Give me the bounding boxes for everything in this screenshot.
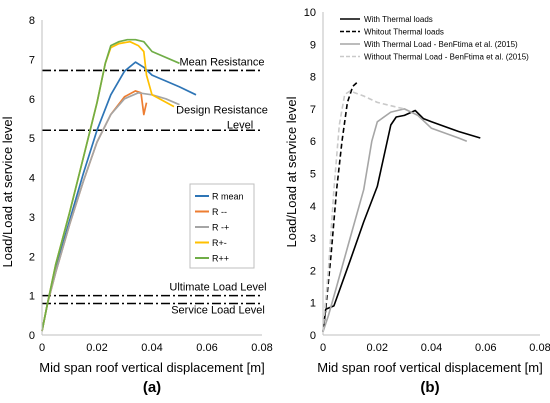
y-tick-label: 2: [29, 251, 35, 263]
y-tick-label: 5: [310, 169, 316, 181]
y-tick-label: 8: [310, 72, 316, 84]
y-tick-label: 0: [310, 330, 316, 342]
y-tick-label: 6: [310, 136, 316, 148]
series-line: [41, 40, 175, 332]
y-tick-label: 4: [29, 173, 35, 185]
legend: With Thermal loads Whitout Thermal loads W…: [340, 15, 529, 62]
y-tick-label: 2: [310, 265, 316, 277]
y-tick-labels: 0 1 2 3 4 5 6 7 8: [29, 15, 35, 342]
x-tick-label: 0: [320, 342, 326, 354]
panel-label: (a): [143, 379, 161, 396]
series-group: [322, 80, 481, 333]
x-tick-label: 0.04: [421, 342, 442, 354]
y-tick-label: 3: [29, 212, 35, 224]
x-tick-label: 0: [39, 342, 45, 354]
reference-line-label: Design Resistance Level: [176, 104, 268, 131]
y-tick-label: 7: [29, 54, 35, 66]
legend-label: R --: [212, 207, 227, 217]
x-tick-label: 0.02: [86, 342, 107, 354]
x-axis-label: Mid span roof vertical displacement [m]: [39, 360, 264, 375]
x-tick-label: 0.06: [196, 342, 217, 354]
legend-label: Without Thermal Load - BenFtima et al. (…: [364, 53, 529, 62]
y-tick-label: 6: [29, 94, 35, 106]
series-line: [41, 61, 197, 332]
legend-label: With Thermal loads: [364, 15, 433, 24]
legend-label: R++: [212, 254, 229, 264]
y-tick-label: 5: [29, 133, 35, 145]
y-tick-label: 9: [310, 39, 316, 51]
series-line: [322, 90, 405, 332]
series-line: [322, 108, 468, 333]
x-tick-labels: 0 0.02 0.04 0.06 0.08: [39, 342, 273, 354]
y-tick-label: 1: [29, 291, 35, 303]
reference-line-label: Service Load Level: [171, 305, 265, 317]
axes: [41, 20, 262, 336]
axes: [322, 12, 540, 336]
y-tick-label: 8: [29, 15, 35, 27]
y-axis-label: Load/Load at service level: [0, 116, 15, 267]
series-line: [322, 109, 481, 332]
legend: R mean R -- R -+ R+- R++: [189, 183, 255, 269]
legend-label: With Thermal Load - BenFtima et al. (201…: [364, 40, 518, 49]
y-tick-label: 10: [304, 7, 316, 19]
reference-line-label: Ultimate Load Level: [169, 282, 266, 294]
legend-label: Whitout Thermal loads: [364, 28, 444, 37]
y-tick-label: 1: [310, 298, 316, 310]
x-tick-label: 0.04: [141, 342, 162, 354]
y-tick-label: 7: [310, 104, 316, 116]
y-axis-label: Load/Load at service level: [284, 96, 299, 247]
series-group: [41, 38, 197, 332]
x-tick-label: 0.08: [251, 342, 272, 354]
reference-line-label: Mean Resistance: [180, 56, 265, 68]
series-line: [41, 38, 180, 332]
x-tick-label: 0.06: [475, 342, 496, 354]
legend-label: R mean: [212, 192, 244, 202]
y-tick-label: 4: [310, 201, 316, 213]
y-tick-label: 0: [29, 330, 35, 342]
x-axis-label: Mid span roof vertical displacement [m]: [317, 360, 542, 375]
series-line: [322, 80, 359, 332]
y-tick-label: 3: [310, 233, 316, 245]
panel-label: (b): [420, 379, 439, 396]
y-tick-labels: 0 1 2 3 4 5 6 7 8 9 10: [304, 7, 316, 342]
x-tick-labels: 0 0.02 0.04 0.06 0.08: [320, 342, 550, 354]
legend-label: R -+: [212, 223, 229, 233]
panel-b: 0 1 2 3 4 5 6 7 8 9 10 0 0.02 0.04 0.06 0.08 With Ther…: [284, 7, 550, 396]
reference-lines: Mean Resistance Design Resistance Level Ult…: [42, 56, 268, 317]
panel-a: Mean Resistance Design Resistance Level Ult…: [0, 15, 273, 396]
x-tick-label: 0.08: [529, 342, 550, 354]
x-tick-label: 0.02: [367, 342, 388, 354]
legend-label: R+-: [212, 238, 227, 248]
